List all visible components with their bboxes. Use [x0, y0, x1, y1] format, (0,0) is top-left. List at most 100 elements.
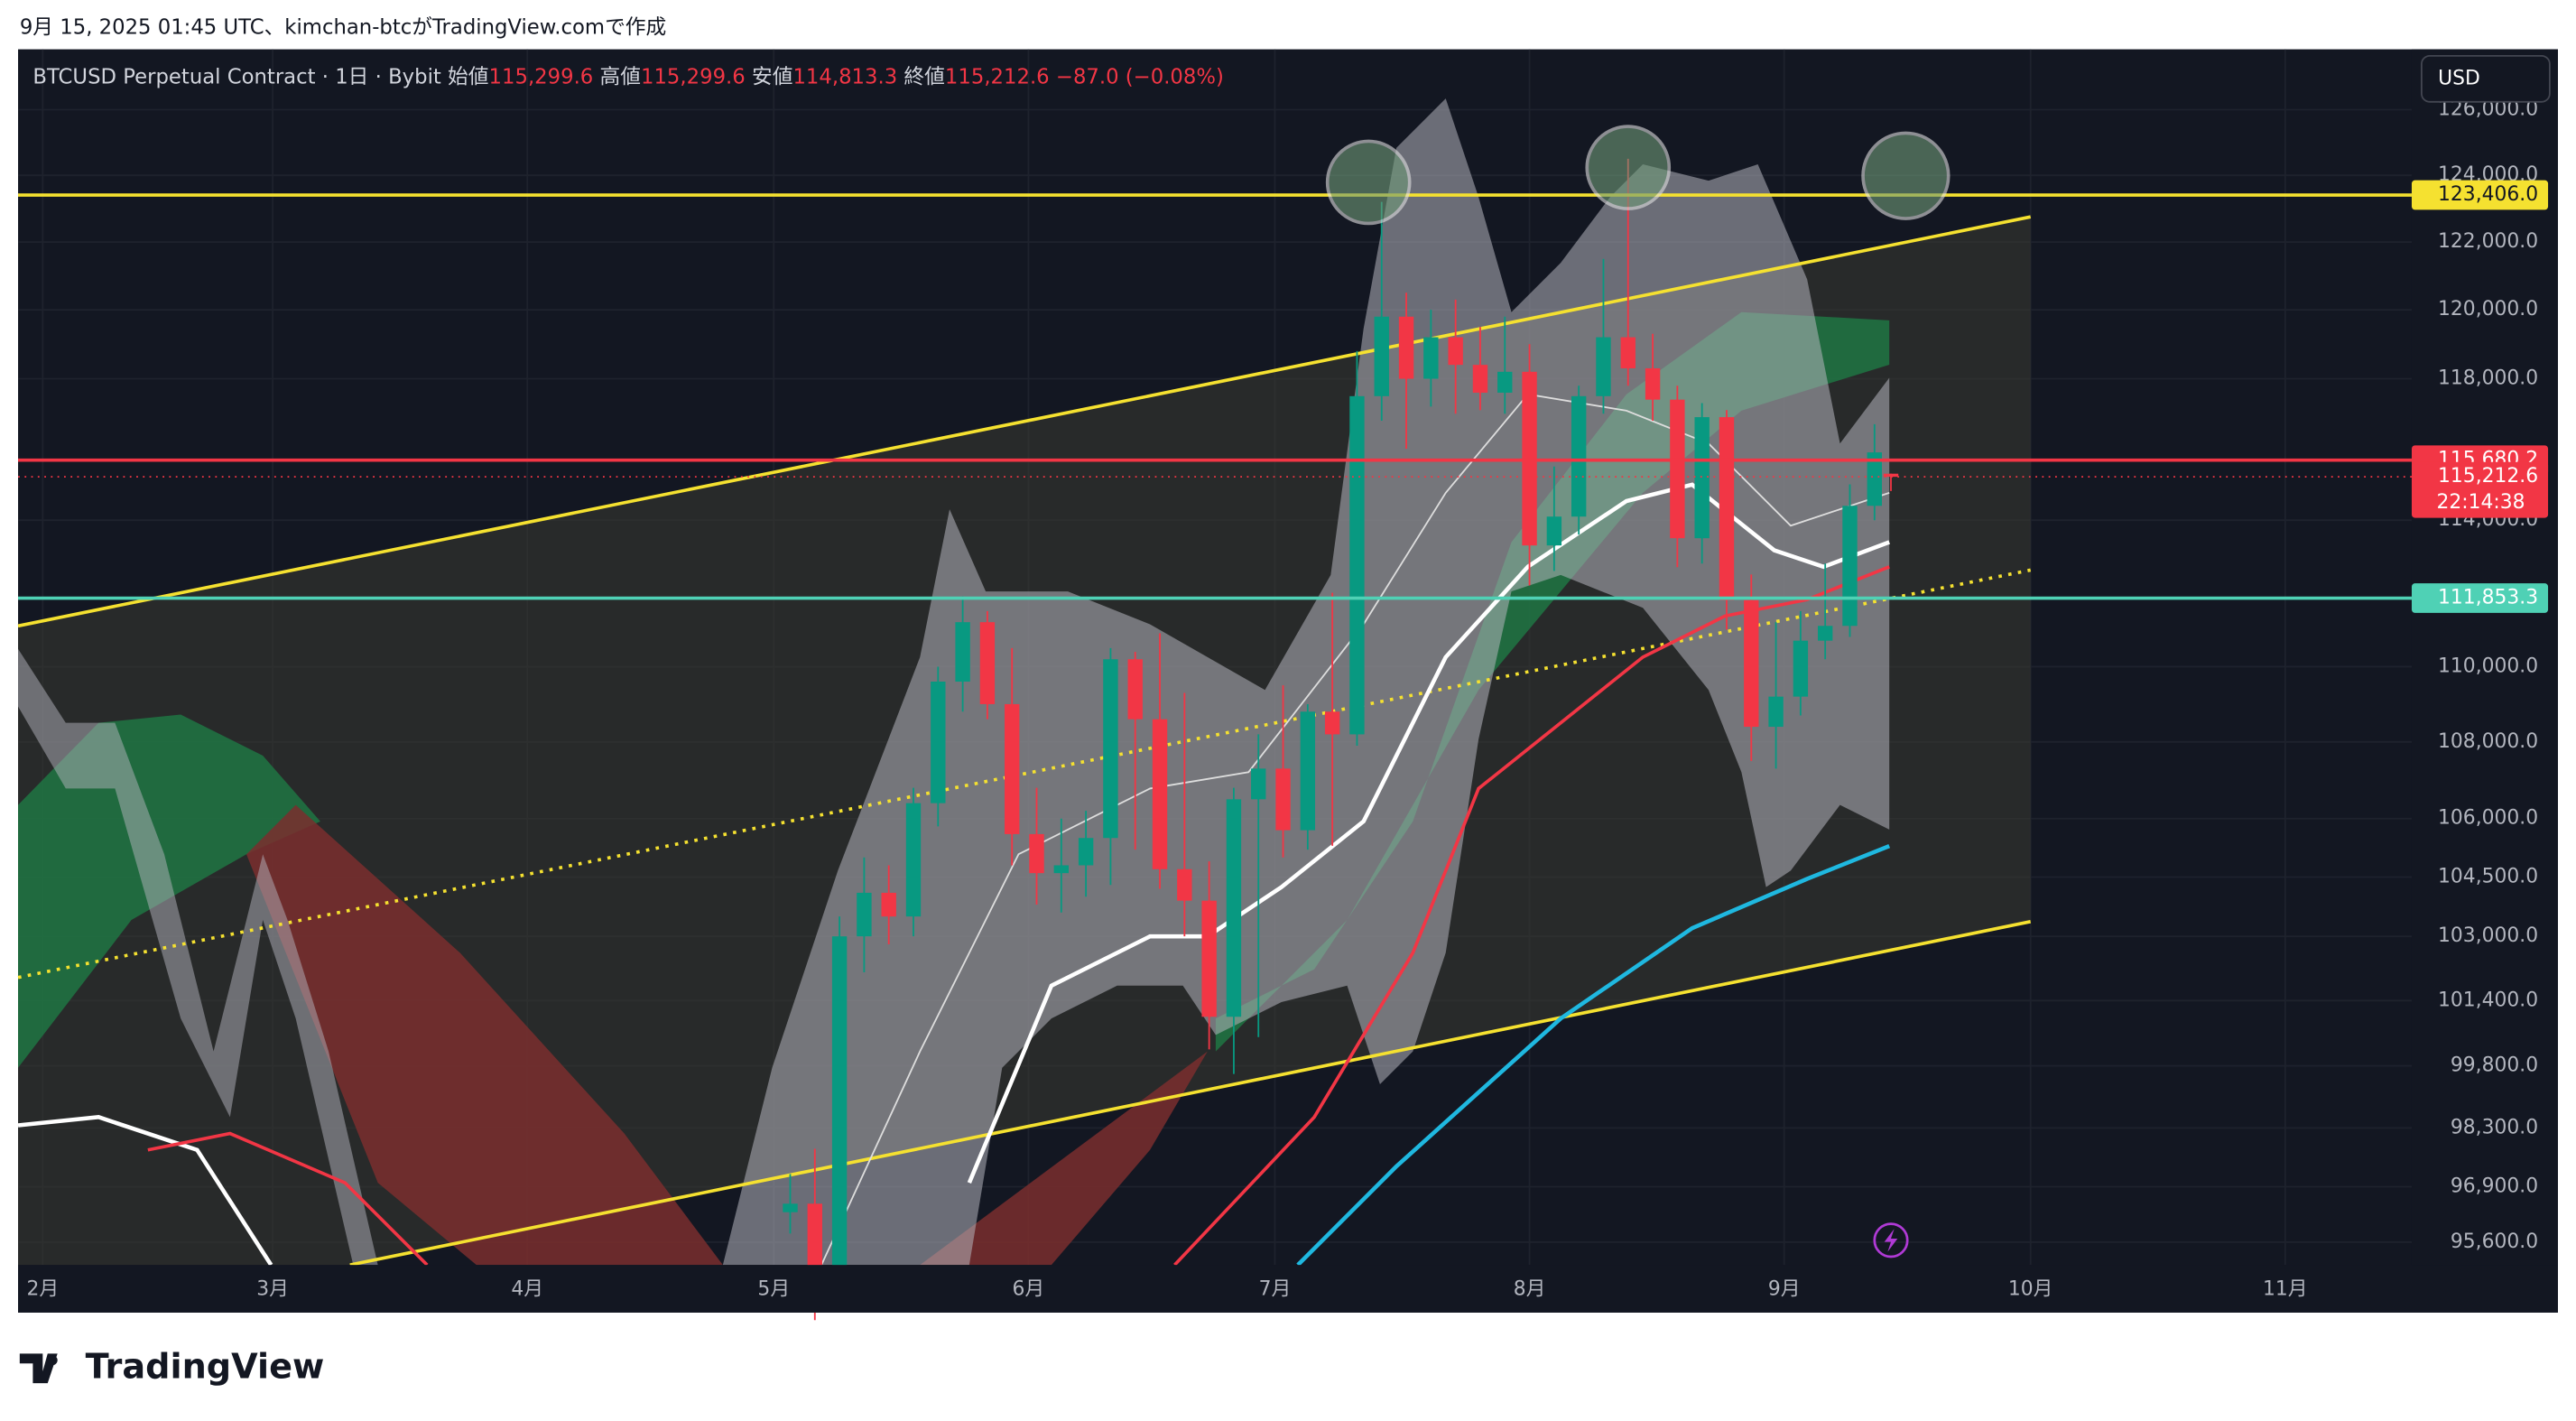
candle-body: [807, 1203, 822, 1277]
y-tick-label: 99,800.0: [2451, 1054, 2538, 1077]
x-tick-label: 9月: [1768, 1277, 1801, 1300]
currency-button[interactable]: [2420, 54, 2551, 103]
moving-average: [1296, 844, 1891, 1267]
alert-icon[interactable]: [1873, 1222, 1909, 1258]
candle-body: [1005, 703, 1020, 834]
candle-body: [1201, 900, 1217, 1017]
candle-body: [831, 936, 848, 1277]
x-tick-label: 11月: [2263, 1277, 2308, 1300]
close-value: 115,212.6: [945, 65, 1050, 88]
candle-body: [1645, 367, 1661, 400]
candle-body: [1029, 833, 1044, 874]
y-tick-label: 122,000.0: [2438, 230, 2538, 253]
candle-body: [1226, 799, 1242, 1017]
candle-body: [1127, 659, 1143, 720]
last-price-label: 115,212.6: [2438, 465, 2538, 488]
x-tick-label: 3月: [256, 1277, 289, 1300]
logo-dot: [47, 1355, 58, 1366]
candle: [831, 916, 848, 1290]
candle: [1078, 811, 1094, 897]
footer-logo: TradingView: [19, 1347, 324, 1387]
candle-body: [1472, 365, 1488, 393]
candle-body: [1448, 337, 1463, 366]
candle: [1670, 385, 1685, 568]
candle-body: [1053, 865, 1070, 874]
highlight-circle: [1861, 131, 1951, 220]
y-tick-label: 101,400.0: [2438, 989, 2538, 1011]
candle: [931, 666, 946, 827]
close-label: 終値: [903, 65, 944, 88]
candle: [1744, 574, 1759, 761]
candle: [979, 610, 996, 720]
candle: [1793, 610, 1809, 716]
candle-body: [881, 892, 896, 917]
x-tick-label: 5月: [757, 1277, 790, 1300]
highlight-circle: [1325, 139, 1412, 226]
candle: [1497, 316, 1513, 414]
candle-body: [783, 1203, 798, 1212]
moving-average: [147, 1131, 429, 1267]
price-level-label: 123,406.0: [2438, 183, 2538, 206]
candle: [1842, 484, 1858, 637]
y-tick-label: 120,000.0: [2438, 298, 2538, 320]
channel-mid: [17, 568, 2032, 980]
currency-button-label[interactable]: USD: [2438, 67, 2480, 89]
candle: [1719, 410, 1735, 630]
y-tick-label: 108,000.0: [2438, 730, 2538, 753]
y-tick-label: 98,300.0: [2451, 1116, 2538, 1138]
candle-body: [1177, 868, 1192, 901]
candle-body: [857, 892, 872, 937]
price-axis: [2411, 49, 2558, 1266]
candle: [1152, 633, 1168, 889]
candle-body: [1719, 417, 1735, 600]
legend: BTCUSD Perpetual Contract · 1日 · Bybit 始…: [32, 65, 1223, 88]
candle: [1694, 403, 1710, 564]
candle-body: [1867, 452, 1882, 506]
x-tick-label: 8月: [1514, 1277, 1546, 1300]
channel-upper: [17, 215, 2032, 628]
price-level-box: [2411, 180, 2549, 210]
low-value: 114,813.3: [792, 65, 897, 88]
candle: [1374, 201, 1389, 421]
candle-body: [1744, 599, 1759, 728]
x-tick-label: 6月: [1013, 1277, 1045, 1300]
y-tick-label: 106,000.0: [2438, 807, 2538, 830]
candle: [1103, 647, 1118, 886]
cloud-red: [246, 804, 723, 1266]
candle: [881, 865, 896, 944]
last-price-box: [2411, 461, 2549, 518]
y-tick-label: 110,000.0: [2438, 655, 2538, 677]
candle-body: [1670, 399, 1685, 539]
bollinger-band: [18, 648, 378, 1266]
candle-body: [1275, 768, 1291, 831]
high-value: 115,299.6: [641, 65, 746, 88]
candle: [1867, 423, 1882, 521]
candle: [1127, 651, 1143, 850]
candle: [1201, 861, 1217, 1050]
candle: [1029, 787, 1044, 906]
low-label: 安値: [752, 65, 792, 88]
candle-body: [1842, 506, 1858, 627]
candle-body: [1596, 337, 1611, 396]
time-axis: [18, 1265, 2558, 1313]
candle-body: [905, 803, 922, 917]
candle-body: [1620, 337, 1635, 368]
candle: [1349, 350, 1365, 747]
countdown-label: 22:14:38: [2437, 491, 2525, 514]
x-tick-label: 4月: [511, 1277, 543, 1300]
price-level-label: 111,853.3: [2438, 587, 2538, 609]
moving-average: [967, 482, 1890, 1184]
candle: [1472, 327, 1488, 411]
marks: [18, 158, 2412, 1321]
candle-body: [1817, 626, 1833, 641]
candle-body: [1078, 838, 1094, 866]
candle: [905, 787, 922, 937]
candle: [1596, 258, 1611, 414]
high-label: 高値: [600, 65, 641, 88]
candle: [1226, 787, 1242, 1074]
candle: [857, 857, 872, 973]
candle-body: [1251, 768, 1266, 800]
symbol: BTCUSD Perpetual Contract · 1日 · Bybit: [32, 65, 440, 88]
